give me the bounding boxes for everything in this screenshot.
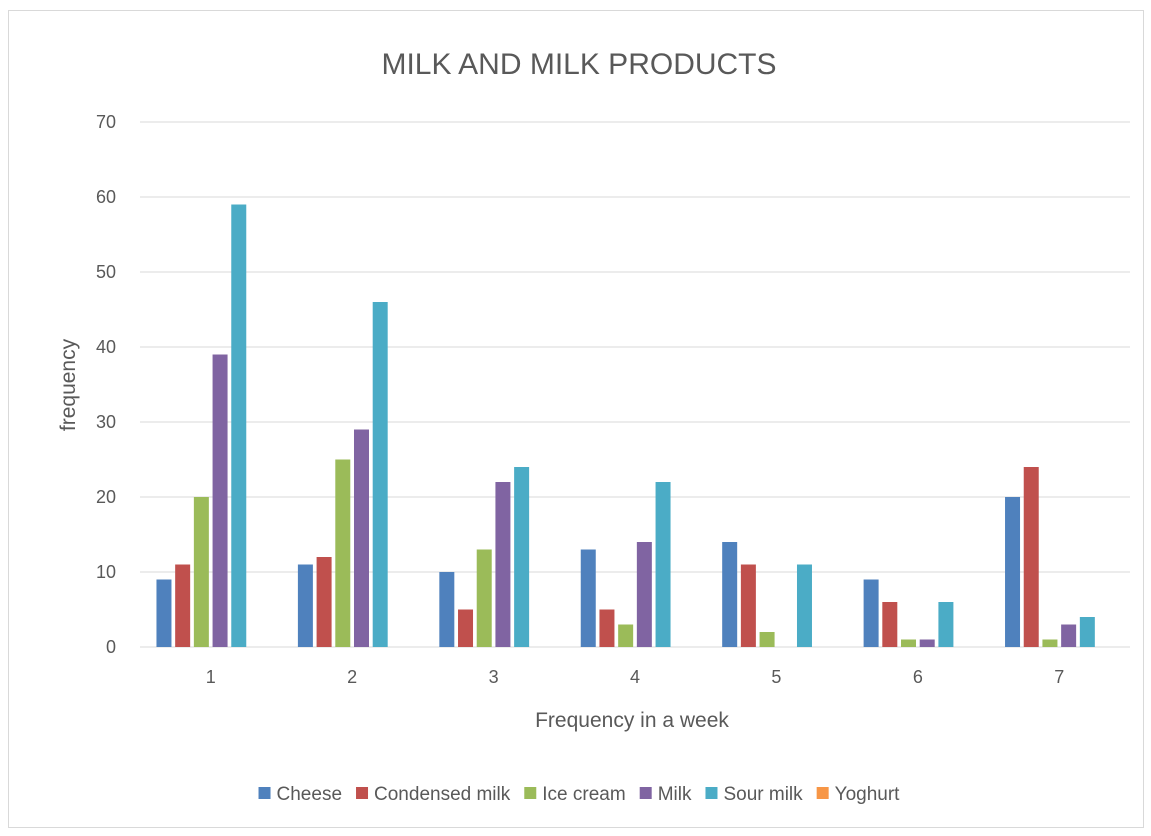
legend-swatch	[356, 787, 369, 799]
x-tick-label: 5	[771, 667, 781, 687]
legend-item: Sour milk	[705, 784, 803, 805]
legend-label: Condensed milk	[374, 784, 511, 805]
bar-cheese-7	[1005, 497, 1021, 647]
bar-condensed-milk-3	[458, 609, 474, 647]
bar-milk-2	[353, 429, 369, 647]
bar-ice-cream-5	[759, 632, 775, 647]
legend-swatch	[816, 787, 829, 799]
y-tick-label: 40	[96, 337, 116, 357]
bar-cheese-4	[580, 549, 596, 647]
bar-milk-1	[212, 354, 228, 647]
legend-swatch	[639, 787, 652, 799]
bar-sour-milk-3	[514, 467, 530, 647]
legend-label: Sour milk	[723, 784, 803, 805]
bar-cheese-6	[863, 579, 879, 647]
legend-item: Milk	[639, 784, 692, 805]
bar-milk-4	[636, 542, 652, 647]
legend-item: Yoghurt	[816, 784, 901, 805]
bar-sour-milk-5	[796, 564, 812, 647]
bar-condensed-milk-6	[882, 602, 898, 647]
x-tick-label: 1	[206, 667, 216, 687]
bar-milk-7	[1061, 624, 1077, 647]
legend-item: Cheese	[258, 784, 343, 805]
bar-condensed-milk-7	[1023, 467, 1039, 647]
bar-sour-milk-7	[1079, 617, 1095, 647]
bar-cheese-2	[297, 564, 313, 647]
chart-frame	[8, 10, 1144, 828]
gridlines	[140, 121, 1130, 648]
bar-condensed-milk-5	[740, 564, 756, 647]
bar-cheese-1	[156, 579, 172, 647]
legend: Cheese Condensed milk Ice cream Milk Sour mi…	[258, 784, 901, 805]
y-tick-label: 50	[96, 262, 116, 282]
bar-sour-milk-4	[655, 482, 671, 647]
y-tick-label: 0	[106, 637, 116, 657]
bar-ice-cream-7	[1042, 639, 1058, 647]
bars	[156, 204, 1095, 647]
legend-label: Milk	[658, 784, 692, 805]
x-tick-label: 4	[630, 667, 640, 687]
bar-ice-cream-4	[618, 624, 634, 647]
y-tick-label: 30	[96, 412, 116, 432]
y-axis-ticks: 0 10 20 30 40 50 60 70	[96, 112, 116, 657]
bar-cheese-3	[439, 572, 455, 647]
bar-condensed-milk-4	[599, 609, 615, 647]
x-tick-label: 3	[489, 667, 499, 687]
legend-item: Condensed milk	[356, 784, 511, 805]
bar-ice-cream-1	[193, 497, 209, 647]
bar-ice-cream-6	[901, 639, 917, 647]
bar-sour-milk-6	[938, 602, 954, 647]
bar-milk-6	[919, 639, 935, 647]
y-axis-title: frequency	[57, 338, 80, 431]
bar-sour-milk-2	[372, 302, 388, 647]
bar-condensed-milk-2	[316, 557, 332, 647]
bar-milk-3	[495, 482, 511, 647]
legend-label: Yoghurt	[835, 784, 901, 805]
chart-title: MILK AND MILK PRODUCTS	[381, 48, 776, 81]
x-tick-label: 6	[913, 667, 923, 687]
bar-ice-cream-3	[476, 549, 492, 647]
x-axis-ticks: 1 2 3 4 5 6 7	[206, 667, 1065, 687]
y-tick-label: 20	[96, 487, 116, 507]
bar-condensed-milk-1	[175, 564, 191, 647]
bar-cheese-5	[722, 542, 738, 647]
legend-swatch	[524, 787, 537, 799]
legend-item: Ice cream	[524, 784, 626, 805]
x-tick-label: 2	[347, 667, 357, 687]
legend-label: Ice cream	[542, 784, 625, 805]
bar-ice-cream-2	[335, 459, 351, 647]
legend-label: Cheese	[277, 784, 343, 805]
x-axis-title: Frequency in a week	[535, 709, 729, 732]
bar-sour-milk-1	[231, 204, 247, 647]
legend-swatch	[705, 787, 718, 799]
y-tick-label: 60	[96, 187, 116, 207]
y-tick-label: 10	[96, 562, 116, 582]
y-tick-label: 70	[96, 112, 116, 132]
legend-swatch	[258, 787, 271, 799]
x-tick-label: 7	[1054, 667, 1064, 687]
